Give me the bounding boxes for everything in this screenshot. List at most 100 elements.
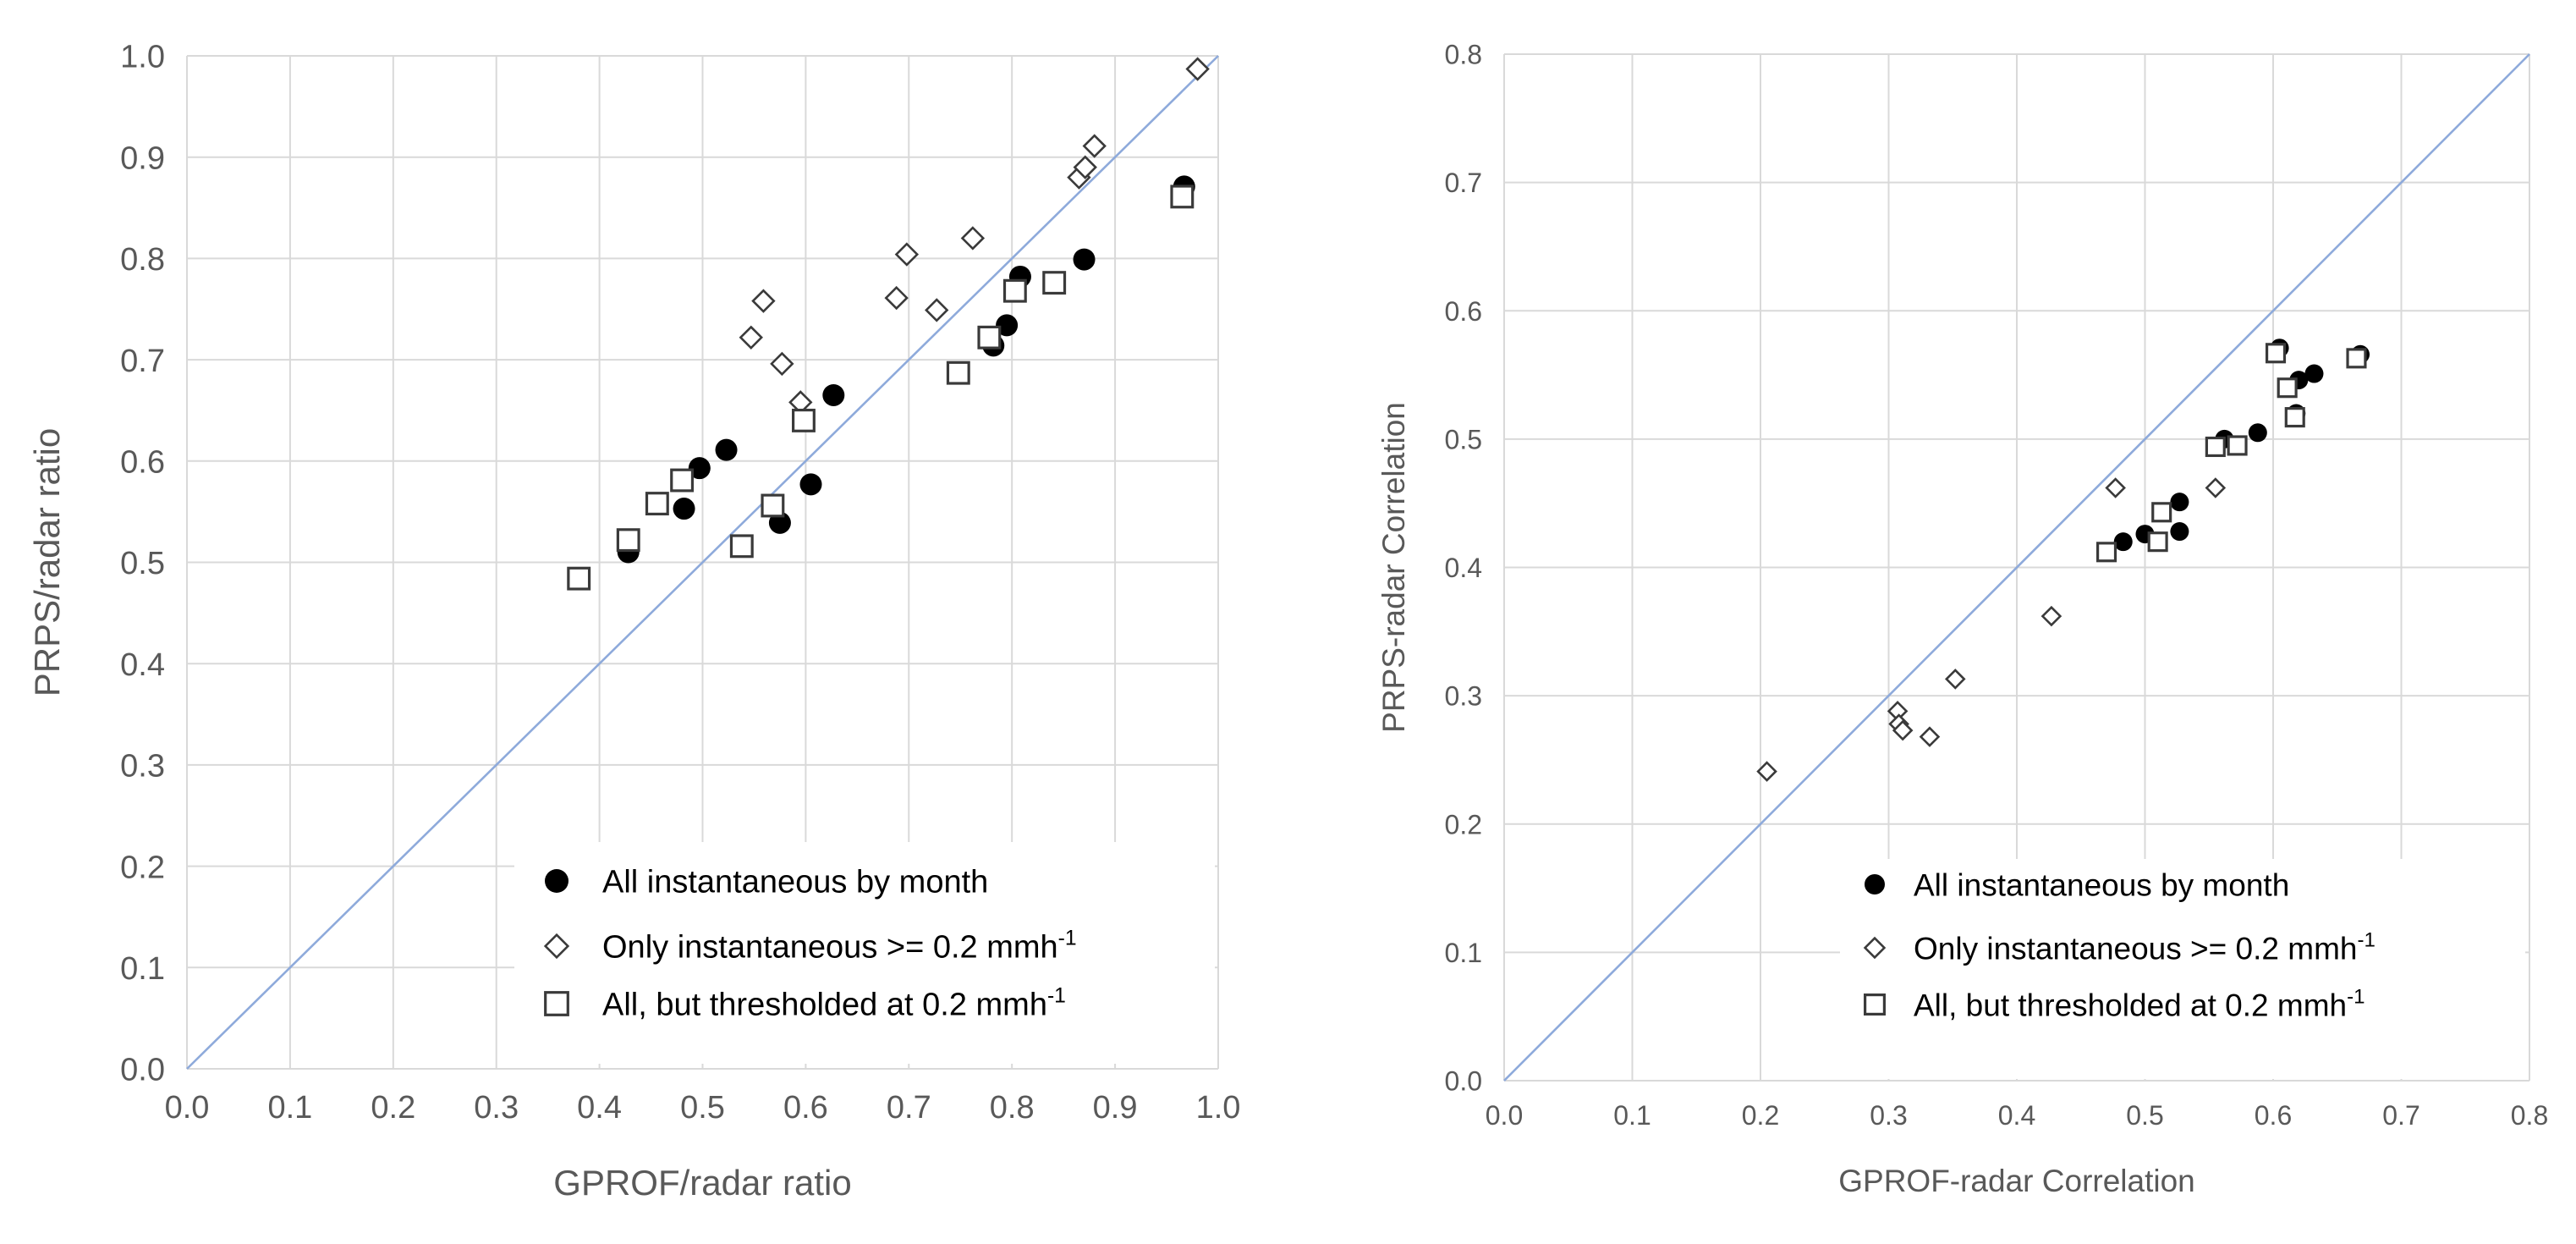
- data-point: [2170, 522, 2189, 542]
- y-tick-label: 0.4: [1445, 553, 1482, 583]
- y-tick-label: 0.1: [1445, 938, 1482, 968]
- data-point: [996, 314, 1019, 337]
- data-point: [2040, 605, 2062, 627]
- data-point: [2248, 423, 2267, 443]
- data-point: [1185, 57, 1210, 81]
- y-tick-label: 0.8: [120, 242, 165, 278]
- x-tick-label: 0.8: [990, 1090, 1035, 1126]
- data-point: [2304, 364, 2324, 383]
- x-tick-label: 0.2: [371, 1090, 415, 1126]
- y-axis-label: PRPS-radar Correlation: [1376, 402, 1411, 733]
- x-axis-label: GPROF-radar Correlation: [1838, 1164, 2195, 1198]
- y-axis-label: PRPS/radar ratio: [27, 428, 67, 696]
- data-point: [645, 492, 669, 516]
- data-point: [792, 408, 816, 432]
- x-tick-label: 0.4: [577, 1090, 622, 1126]
- x-tick-label: 0.0: [165, 1090, 210, 1126]
- data-point: [1002, 278, 1027, 303]
- data-point: [751, 289, 776, 313]
- data-point: [1756, 761, 1777, 782]
- data-point: [567, 566, 591, 591]
- y-tick-label: 0.9: [120, 140, 165, 176]
- legend-marker: [545, 869, 568, 893]
- data-point: [2284, 407, 2305, 428]
- x-tick-label: 1.0: [1196, 1090, 1241, 1126]
- data-point: [616, 528, 640, 553]
- data-point: [1892, 719, 1914, 741]
- data-point: [1042, 271, 1067, 295]
- data-point: [1170, 184, 1195, 209]
- x-tick-label: 0.7: [887, 1090, 931, 1126]
- data-point: [770, 351, 794, 377]
- legend-marker: [543, 933, 570, 960]
- legend-box: [1840, 859, 2525, 1079]
- data-point: [2170, 493, 2189, 512]
- data-point: [946, 361, 970, 385]
- x-tick-label: 0.1: [1613, 1100, 1651, 1131]
- data-point: [1082, 134, 1107, 158]
- data-point: [2113, 532, 2133, 552]
- data-point: [1073, 155, 1097, 179]
- legend-marker: [1865, 874, 1885, 894]
- data-point: [2147, 531, 2168, 553]
- data-point: [1944, 669, 1966, 690]
- data-point: [673, 498, 695, 520]
- data-point: [2205, 436, 2226, 458]
- legend-label: Only instantaneous >= 0.2 mmh-1: [1914, 929, 2376, 966]
- x-axis-label: GPROF/radar ratio: [553, 1163, 851, 1203]
- data-point: [2105, 477, 2126, 498]
- one-to-one-line: [186, 55, 1219, 1070]
- data-point: [1073, 248, 1096, 271]
- x-tick-label: 0.2: [1742, 1100, 1779, 1131]
- data-point: [1919, 726, 1941, 747]
- y-tick-label: 0.5: [1445, 424, 1482, 454]
- data-point: [670, 468, 695, 493]
- data-point: [925, 298, 949, 322]
- x-tick-label: 0.6: [2255, 1100, 2292, 1131]
- x-tick-label: 0.7: [2382, 1100, 2419, 1131]
- legend-label: Only instantaneous >= 0.2 mmh-1: [602, 927, 1077, 965]
- x-tick-label: 0.5: [2126, 1100, 2163, 1131]
- x-tick-label: 0.4: [1998, 1100, 2035, 1131]
- y-tick-label: 0.7: [120, 344, 165, 379]
- y-tick-label: 0.3: [1445, 681, 1482, 712]
- y-tick-label: 0.7: [1445, 168, 1482, 198]
- data-point: [761, 493, 785, 518]
- correlation-scatter-chart: 0.0 0.1 0.2 0.3 0.4 0.5 0.6 0.7 0.8 0.0 0.1 0.2 0.3 0…: [1376, 40, 2548, 1198]
- data-point: [2346, 348, 2367, 369]
- data-point: [729, 534, 754, 559]
- y-tick-label: 1.0: [120, 40, 165, 75]
- x-tick-label: 0.6: [783, 1090, 828, 1126]
- y-tick-label: 0.8: [1445, 40, 1482, 70]
- data-point: [715, 438, 738, 461]
- y-tick-label: 0.0: [120, 1053, 165, 1088]
- x-tick-label: 0.1: [267, 1090, 312, 1126]
- ratio-scatter-chart: 0.0 0.1 0.2 0.3 0.4 0.5 0.6 0.7 0.8 0.9 1.0 0.0 0.1 0…: [27, 40, 1240, 1203]
- data-point: [2227, 435, 2248, 456]
- x-tick-label: 0.8: [2511, 1100, 2548, 1131]
- legend-label: All, but thresholded at 0.2 mmh-1: [1914, 986, 2365, 1023]
- legend-label: All instantaneous by month: [602, 865, 988, 900]
- x-tick-label: 0.3: [1870, 1100, 1907, 1131]
- legend-marker: [544, 991, 569, 1016]
- data-point: [739, 325, 763, 350]
- y-tick-label: 0.4: [120, 647, 165, 683]
- y-tick-label: 0.0: [1445, 1066, 1482, 1097]
- data-point: [884, 285, 909, 311]
- y-tick-label: 0.6: [120, 444, 165, 480]
- y-tick-label: 0.6: [1445, 296, 1482, 327]
- data-point: [2096, 542, 2117, 563]
- data-point: [960, 226, 986, 250]
- y-tick-label: 0.3: [120, 749, 165, 784]
- y-tick-label: 0.2: [1445, 809, 1482, 839]
- legend-box: [514, 842, 1215, 1064]
- data-point: [822, 383, 845, 406]
- y-tick-label: 0.5: [120, 546, 165, 581]
- data-point: [2265, 343, 2287, 364]
- x-tick-label: 0.3: [474, 1090, 519, 1126]
- data-point: [977, 325, 1002, 350]
- legend-marker: [1863, 936, 1887, 960]
- data-point: [894, 242, 920, 267]
- legend-marker: [1864, 993, 1887, 1016]
